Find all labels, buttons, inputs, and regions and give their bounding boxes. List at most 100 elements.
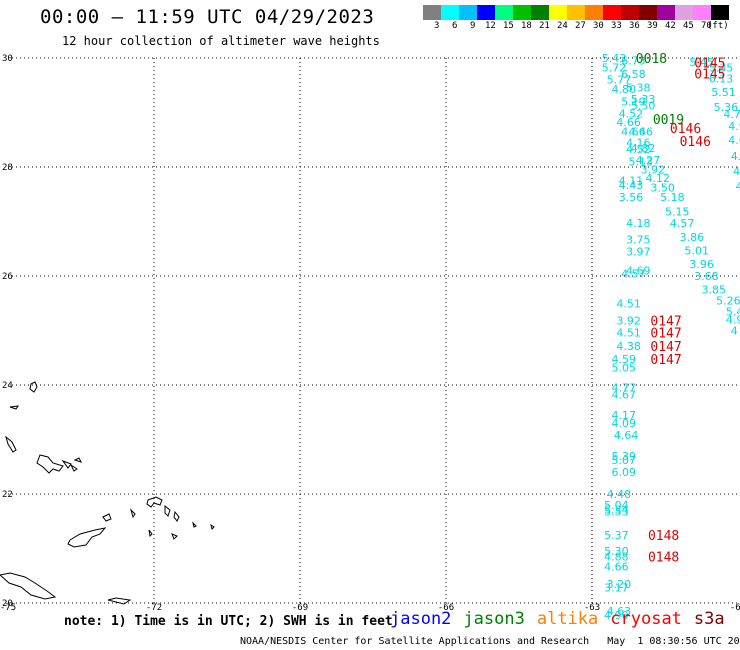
pass-time-label: 0148 bbox=[648, 551, 679, 566]
swh-label: 4.48 bbox=[607, 488, 632, 501]
swh-label: 4.6 bbox=[728, 134, 740, 147]
color-swatch bbox=[621, 5, 639, 20]
swh-label: 3.86 bbox=[680, 231, 705, 244]
pass-time-label: 0147 bbox=[650, 353, 681, 368]
pass-time-label: 0146 bbox=[670, 122, 701, 137]
pass-time-label: 0018 bbox=[636, 52, 667, 67]
swh-label: 4.38 bbox=[616, 340, 641, 353]
swh-label: 5.35 bbox=[709, 61, 734, 74]
swh-label: 4.17 bbox=[611, 409, 636, 422]
color-swatch bbox=[675, 5, 693, 20]
swh-label: 4.9 bbox=[726, 314, 740, 327]
island-path bbox=[102, 513, 112, 522]
swh-label: 5.36 bbox=[714, 101, 739, 114]
y-tick-label: 22 bbox=[2, 490, 13, 500]
swh-label: 5.51 bbox=[711, 86, 736, 99]
swh-label: 3.56 bbox=[619, 191, 644, 204]
swh-label: 3.75 bbox=[626, 233, 651, 246]
swh-label: 5.04 bbox=[604, 499, 629, 512]
swh-values: 5.436.735.726.585.775.384.805.195.335.50… bbox=[602, 52, 740, 622]
island-path bbox=[107, 597, 132, 605]
swh-label: 5.43 bbox=[602, 52, 627, 65]
color-swatch bbox=[639, 5, 657, 20]
color-scale-tick: 12 bbox=[485, 21, 496, 31]
swh-label: 4.57 bbox=[670, 217, 695, 230]
swh-label: 6.58 bbox=[621, 68, 646, 81]
color-swatch bbox=[657, 5, 675, 20]
color-swatch bbox=[441, 5, 459, 20]
swh-label: 4.66 bbox=[621, 126, 646, 139]
pass-time-label: 0147 bbox=[650, 327, 681, 342]
color-swatch bbox=[495, 5, 513, 20]
color-swatch bbox=[693, 5, 711, 20]
satellite-legend-item: jason2 bbox=[390, 609, 452, 629]
swh-label: 4.82 bbox=[631, 142, 656, 155]
x-tick-label: -66 bbox=[438, 603, 454, 613]
color-swatch bbox=[423, 5, 441, 20]
swh-label: 5.26 bbox=[716, 295, 740, 308]
page-subtitle: 12 hour collection of altimeter wave hei… bbox=[62, 34, 380, 48]
pass-time-label: 0147 bbox=[650, 315, 681, 330]
swh-label: 5.34 bbox=[604, 503, 629, 516]
swh-label: 4.63 bbox=[607, 605, 632, 618]
swh-label: 5.33 bbox=[631, 93, 656, 106]
color-swatch bbox=[711, 5, 729, 20]
pass-time-label: 0147 bbox=[650, 340, 681, 355]
swh-label: 4.18 bbox=[626, 217, 651, 230]
pass-time-label: 0146 bbox=[680, 135, 711, 150]
color-scale-tick: 21 bbox=[539, 21, 550, 31]
island-path bbox=[29, 381, 38, 393]
color-swatch bbox=[531, 5, 549, 20]
swh-label: 3.97 bbox=[626, 245, 651, 258]
swh-label: 5.72 bbox=[602, 61, 627, 74]
color-swatch bbox=[567, 5, 585, 20]
color-scale-ticks: 3 6 9 12 15 18 21 24 27 30 33 36 39 42 45 70 (ft) bbox=[423, 21, 740, 33]
color-scale-tick: 45 bbox=[683, 21, 694, 31]
satellite-legend-item: s3a bbox=[693, 609, 725, 629]
swh-label: 5.4 bbox=[726, 305, 740, 318]
y-tick-label: 30 bbox=[2, 54, 13, 64]
swh-label: 4.52 bbox=[619, 108, 644, 121]
swh-label: 4.71 bbox=[723, 108, 740, 121]
swh-label: 4 bbox=[731, 325, 738, 338]
swh-label: 4.12 bbox=[646, 172, 671, 185]
swh-label: 4.11 bbox=[619, 175, 644, 188]
color-swatch bbox=[513, 5, 531, 20]
island-path bbox=[148, 529, 153, 538]
swh-label: 5.13 bbox=[629, 156, 654, 169]
swh-label: 5.77 bbox=[607, 73, 632, 86]
x-tick-label: -72 bbox=[146, 603, 162, 613]
color-scale-tick: 36 bbox=[629, 21, 640, 31]
color-swatch bbox=[477, 5, 495, 20]
pass-time-labels: 0018 014501450019014601460147014701470147… bbox=[636, 52, 726, 566]
color-scale-tick: 18 bbox=[521, 21, 532, 31]
satellite-legend-item: jason3 bbox=[463, 609, 525, 629]
x-tick-label: -63 bbox=[584, 603, 600, 613]
satellite-legend: jason2 jason3 altika cryosat s3a bbox=[390, 609, 737, 629]
swh-label: 5.05 bbox=[611, 362, 636, 375]
swh-label: 5.18 bbox=[660, 191, 685, 204]
swh-label: 4.59 bbox=[611, 353, 636, 366]
satellite-legend-item: altika bbox=[536, 609, 599, 629]
swh-label: 4.77 bbox=[611, 382, 636, 395]
swh-label: 4.27 bbox=[636, 154, 661, 167]
swh-label: 6.09 bbox=[611, 466, 636, 479]
swh-label: 4.90 bbox=[604, 609, 629, 622]
color-swatch bbox=[459, 5, 477, 20]
island-path bbox=[146, 496, 163, 508]
color-scale-tick: 27 bbox=[575, 21, 586, 31]
color-scale-tick: 9 bbox=[470, 21, 476, 31]
swh-label: 4.09 bbox=[611, 417, 636, 430]
coastline-islands bbox=[0, 381, 215, 605]
satellite-legend-item: cryosat bbox=[610, 609, 682, 629]
swh-label: 4.51 bbox=[616, 327, 641, 340]
swh-label: 3.92 bbox=[641, 164, 666, 177]
swh-label: 5.38 bbox=[626, 81, 651, 94]
swh-label: 4.64 bbox=[614, 429, 639, 442]
swh-label: 4.80 bbox=[611, 83, 636, 96]
swh-label: 4.88 bbox=[604, 551, 629, 564]
swh-label: 4. bbox=[731, 150, 740, 163]
island-path bbox=[192, 521, 197, 528]
credit-line: NOAA/NESDIS Center for Satellite Applica… bbox=[240, 636, 740, 647]
swh-label: 5.39 bbox=[611, 450, 636, 463]
